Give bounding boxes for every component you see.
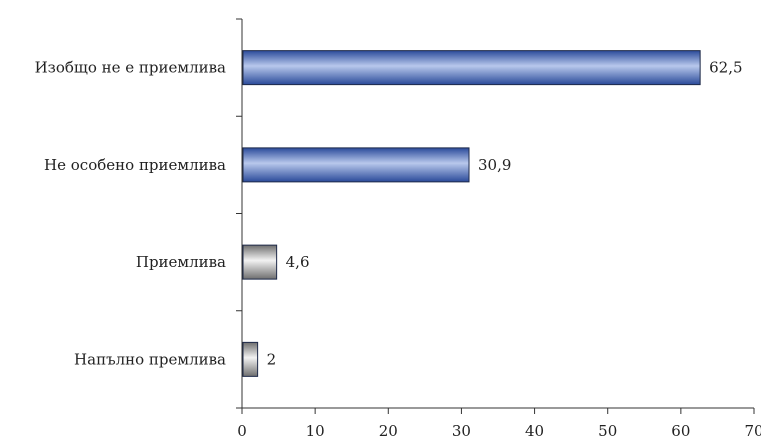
category-label: Изобщо не е приемлива — [35, 59, 226, 77]
x-tick-label: 20 — [379, 422, 398, 440]
x-tick-label: 30 — [452, 422, 471, 440]
bars — [242, 50, 701, 377]
data-label: 62,5 — [709, 59, 742, 77]
bar-3 — [242, 244, 278, 280]
data-label: 4,6 — [286, 253, 310, 271]
bar-2 — [242, 147, 470, 183]
x-tick-label: 60 — [671, 422, 690, 440]
x-tick-label: 10 — [306, 422, 325, 440]
x-tick-label: 70 — [744, 422, 761, 440]
x-tick-label: 40 — [525, 422, 544, 440]
labels: 0 10 20 30 40 50 60 70 Изобщо не е приемлива 62,5… — [35, 59, 761, 440]
data-label: 30,9 — [478, 156, 511, 174]
category-label: Приемлива — [136, 253, 226, 271]
x-tick-label: 50 — [598, 422, 617, 440]
bar-1 — [242, 50, 701, 86]
category-label: Не особено приемлива — [44, 156, 226, 174]
data-label: 2 — [267, 350, 277, 368]
bar-4 — [242, 341, 259, 377]
x-tick-label: 0 — [237, 422, 247, 440]
axes — [236, 18, 755, 414]
category-label: Напълно премлива — [74, 350, 226, 368]
